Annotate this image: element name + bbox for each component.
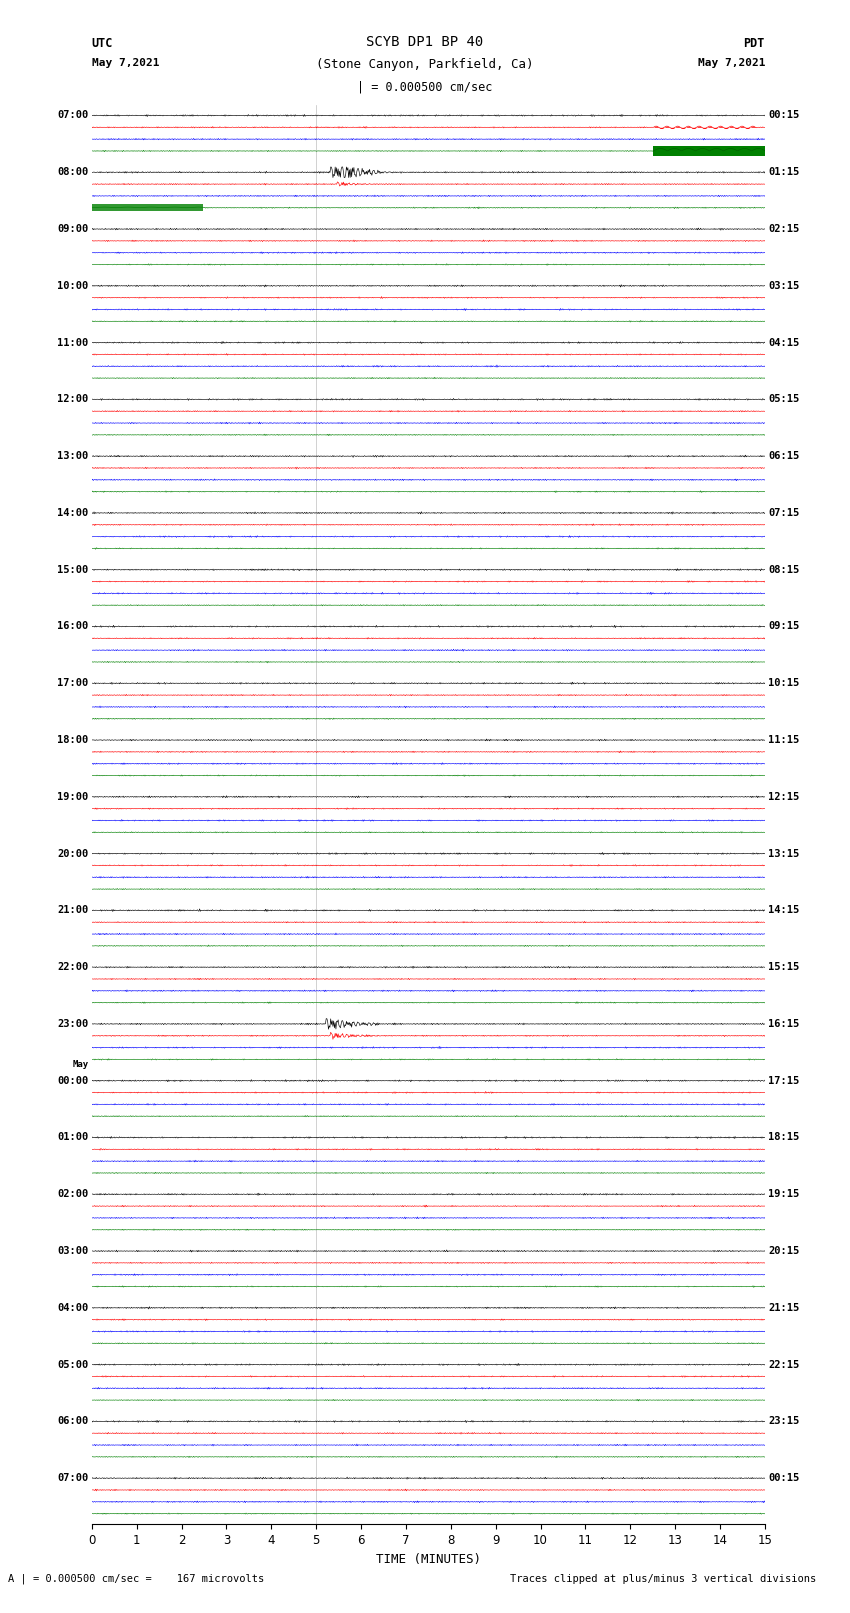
Text: 13:00: 13:00 [57, 452, 88, 461]
Text: 16:15: 16:15 [768, 1019, 800, 1029]
Text: 09:15: 09:15 [768, 621, 800, 631]
Text: May 7,2021: May 7,2021 [92, 58, 159, 68]
Text: PDT: PDT [744, 37, 765, 50]
Text: 06:00: 06:00 [57, 1416, 88, 1426]
Text: 19:00: 19:00 [57, 792, 88, 802]
Text: 22:00: 22:00 [57, 963, 88, 973]
Text: 13:15: 13:15 [768, 848, 800, 858]
Text: 01:00: 01:00 [57, 1132, 88, 1142]
Text: 03:00: 03:00 [57, 1247, 88, 1257]
Text: May: May [72, 1060, 88, 1069]
Text: 15:15: 15:15 [768, 963, 800, 973]
X-axis label: TIME (MINUTES): TIME (MINUTES) [376, 1553, 481, 1566]
Text: 18:00: 18:00 [57, 736, 88, 745]
Text: 21:15: 21:15 [768, 1303, 800, 1313]
Text: 02:00: 02:00 [57, 1189, 88, 1198]
Text: 12:15: 12:15 [768, 792, 800, 802]
Text: 00:15: 00:15 [768, 1473, 800, 1482]
Text: 23:15: 23:15 [768, 1416, 800, 1426]
Text: A | = 0.000500 cm/sec =    167 microvolts: A | = 0.000500 cm/sec = 167 microvolts [8, 1573, 264, 1584]
Text: 07:00: 07:00 [57, 1473, 88, 1482]
Text: 08:00: 08:00 [57, 168, 88, 177]
Text: 09:00: 09:00 [57, 224, 88, 234]
Text: 05:00: 05:00 [57, 1360, 88, 1369]
Text: 15:00: 15:00 [57, 565, 88, 574]
Text: | = 0.000500 cm/sec: | = 0.000500 cm/sec [357, 81, 493, 94]
Text: 00:00: 00:00 [57, 1076, 88, 1086]
Text: 02:15: 02:15 [768, 224, 800, 234]
Text: 10:15: 10:15 [768, 679, 800, 689]
Text: May 7,2021: May 7,2021 [698, 58, 765, 68]
Text: 17:00: 17:00 [57, 679, 88, 689]
Text: 14:15: 14:15 [768, 905, 800, 915]
Text: Traces clipped at plus/minus 3 vertical divisions: Traces clipped at plus/minus 3 vertical … [510, 1574, 816, 1584]
Text: 07:00: 07:00 [57, 111, 88, 121]
Text: 11:00: 11:00 [57, 337, 88, 347]
Text: 20:00: 20:00 [57, 848, 88, 858]
Text: 08:15: 08:15 [768, 565, 800, 574]
Text: 01:15: 01:15 [768, 168, 800, 177]
Text: 18:15: 18:15 [768, 1132, 800, 1142]
Text: 20:15: 20:15 [768, 1247, 800, 1257]
Text: 14:00: 14:00 [57, 508, 88, 518]
Text: 00:15: 00:15 [768, 111, 800, 121]
Text: UTC: UTC [92, 37, 113, 50]
Text: 22:15: 22:15 [768, 1360, 800, 1369]
Text: 10:00: 10:00 [57, 281, 88, 290]
Text: 04:00: 04:00 [57, 1303, 88, 1313]
Text: 16:00: 16:00 [57, 621, 88, 631]
Text: 06:15: 06:15 [768, 452, 800, 461]
Text: 12:00: 12:00 [57, 395, 88, 405]
Text: 23:00: 23:00 [57, 1019, 88, 1029]
Text: 07:15: 07:15 [768, 508, 800, 518]
Text: 05:15: 05:15 [768, 395, 800, 405]
Text: 21:00: 21:00 [57, 905, 88, 915]
Text: (Stone Canyon, Parkfield, Ca): (Stone Canyon, Parkfield, Ca) [316, 58, 534, 71]
Text: 03:15: 03:15 [768, 281, 800, 290]
Text: 04:15: 04:15 [768, 337, 800, 347]
Text: 17:15: 17:15 [768, 1076, 800, 1086]
Text: 19:15: 19:15 [768, 1189, 800, 1198]
Text: 11:15: 11:15 [768, 736, 800, 745]
Text: SCYB DP1 BP 40: SCYB DP1 BP 40 [366, 35, 484, 50]
